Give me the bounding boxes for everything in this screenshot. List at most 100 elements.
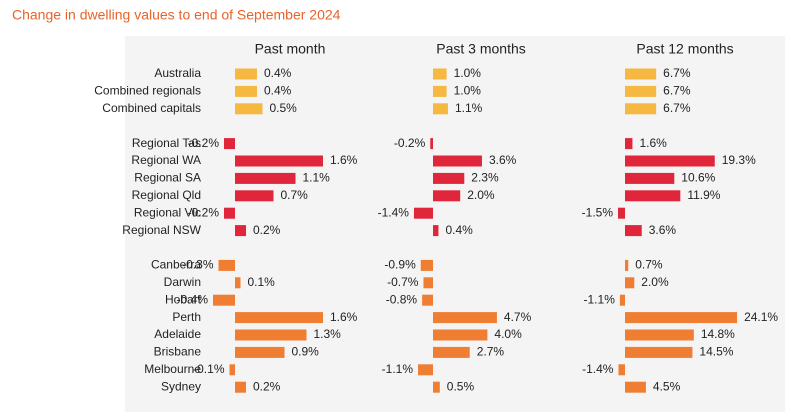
category-label: Brisbane	[154, 345, 202, 359]
bar	[625, 277, 635, 289]
bar	[433, 312, 497, 324]
panel-title: Past 12 months	[636, 41, 733, 57]
bar	[235, 225, 246, 237]
value-label: -0.3%	[182, 258, 214, 272]
value-label: -1.1%	[584, 292, 616, 306]
value-label: -0.2%	[188, 205, 220, 219]
bar	[625, 346, 693, 358]
value-label: 6.7%	[663, 84, 691, 98]
category-label: Adelaide	[154, 327, 201, 341]
value-label: -0.4%	[177, 292, 209, 306]
value-label: 2.0%	[641, 275, 669, 289]
value-label: 3.6%	[649, 223, 677, 237]
bar	[625, 103, 657, 115]
bar	[235, 68, 257, 80]
value-label: 2.7%	[477, 345, 505, 359]
bar	[224, 207, 235, 219]
chart-title: Change in dwelling values to end of Sept…	[12, 7, 341, 23]
category-label: Melbourne	[144, 362, 201, 376]
bar	[418, 364, 433, 376]
bar	[625, 172, 675, 184]
bar	[625, 329, 694, 341]
bar	[433, 329, 488, 341]
bar	[422, 294, 433, 306]
bar	[235, 155, 323, 167]
value-label: 4.7%	[504, 310, 532, 324]
value-label: 0.2%	[253, 379, 281, 393]
bar	[433, 68, 447, 80]
category-label: Darwin	[164, 275, 201, 289]
value-label: 6.7%	[663, 101, 691, 115]
value-label: -0.2%	[188, 136, 220, 150]
value-label: 1.6%	[330, 153, 358, 167]
category-label: Hobart	[165, 292, 202, 306]
bar	[625, 259, 629, 271]
category-label: Combined regionals	[94, 84, 201, 98]
bar	[420, 259, 433, 271]
bar	[625, 138, 633, 150]
bar	[430, 138, 433, 150]
bar	[433, 346, 470, 358]
bar	[235, 346, 285, 358]
value-label: 19.3%	[722, 153, 756, 167]
bar	[235, 190, 274, 202]
value-label: -0.2%	[394, 136, 426, 150]
value-label: 0.4%	[445, 223, 473, 237]
category-label: Australia	[154, 66, 201, 80]
bar	[433, 155, 482, 167]
category-label: Perth	[172, 310, 201, 324]
value-label: 1.6%	[330, 310, 358, 324]
value-label: 14.8%	[701, 327, 735, 341]
bar	[218, 259, 235, 271]
bar	[625, 68, 657, 80]
value-label: 1.1%	[303, 171, 331, 185]
bar	[625, 190, 681, 202]
bar	[625, 312, 738, 324]
value-label: -0.8%	[386, 292, 418, 306]
value-label: 0.1%	[248, 275, 276, 289]
value-label: 0.4%	[264, 84, 292, 98]
value-label: 24.1%	[744, 310, 778, 324]
value-label: -0.7%	[387, 275, 419, 289]
category-label: Regional Tas	[132, 136, 201, 150]
value-label: 2.0%	[467, 188, 495, 202]
category-label: Canberra	[151, 258, 201, 272]
bar	[213, 294, 235, 306]
value-label: 0.4%	[264, 66, 292, 80]
bar	[618, 207, 625, 219]
bar	[625, 85, 657, 97]
bar	[433, 225, 439, 237]
bar	[235, 85, 257, 97]
bar	[235, 103, 263, 115]
value-label: 0.7%	[281, 188, 309, 202]
value-label: 0.5%	[447, 379, 475, 393]
bar	[433, 172, 465, 184]
bar	[433, 381, 440, 393]
bar	[235, 329, 307, 341]
value-label: 6.7%	[663, 66, 691, 80]
bar	[433, 190, 461, 202]
value-label: -0.9%	[384, 258, 416, 272]
bar	[235, 381, 246, 393]
category-label: Regional NSW	[122, 223, 201, 237]
value-label: 0.7%	[635, 258, 663, 272]
value-label: -1.4%	[582, 362, 614, 376]
bar	[235, 172, 296, 184]
value-label: 1.0%	[454, 84, 482, 98]
value-label: 11.9%	[687, 188, 720, 202]
value-label: 4.5%	[653, 379, 681, 393]
value-label: -1.5%	[582, 205, 614, 219]
value-label: 10.6%	[681, 171, 715, 185]
value-label: 1.1%	[455, 101, 483, 115]
bar	[413, 207, 433, 219]
value-label: 1.6%	[639, 136, 667, 150]
value-label: 2.3%	[471, 171, 499, 185]
value-label: 0.2%	[253, 223, 281, 237]
value-label: 1.0%	[454, 66, 482, 80]
panel-title: Past 3 months	[436, 41, 526, 57]
bar	[224, 138, 235, 150]
value-label: 0.5%	[270, 101, 298, 115]
value-label: 3.6%	[489, 153, 517, 167]
bar	[433, 103, 448, 115]
category-label: Sydney	[161, 379, 201, 393]
